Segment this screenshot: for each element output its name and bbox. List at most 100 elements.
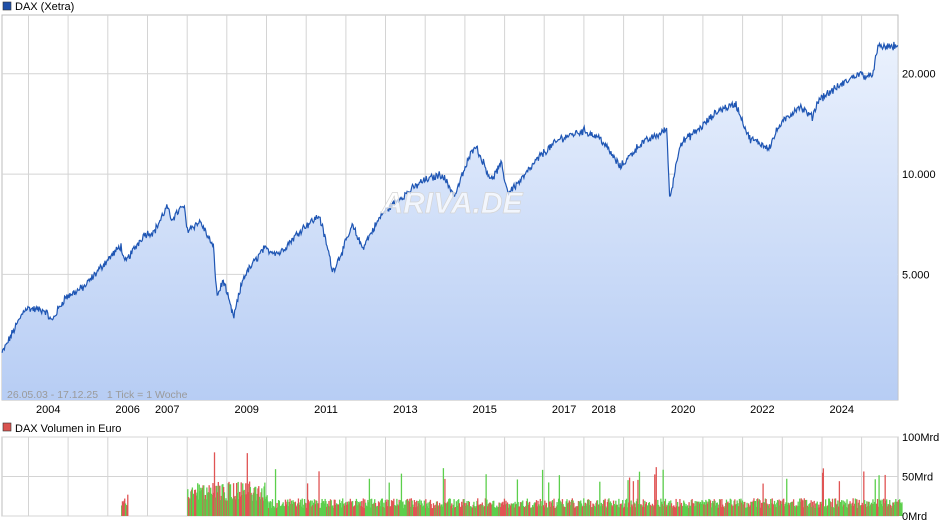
volume-bar [821, 472, 824, 516]
volume-bar [590, 507, 593, 516]
volume-bar [665, 506, 667, 516]
volume-bar [127, 494, 129, 516]
volume-bar [631, 506, 634, 516]
volume-bar [192, 493, 194, 516]
volume-bar [676, 501, 679, 516]
volume-bar [380, 498, 383, 516]
volume-bar [842, 500, 844, 516]
volume-bar [219, 485, 221, 516]
volume-bar [721, 499, 723, 516]
volume-bar [541, 506, 543, 516]
volume-bar [556, 502, 558, 516]
volume-bar [248, 483, 250, 516]
volume-bar [456, 505, 458, 516]
volume-bar [394, 505, 396, 516]
volume-bar [854, 498, 857, 516]
volume-bar [752, 500, 754, 516]
volume-bar [585, 505, 587, 516]
volume-bar [796, 506, 799, 516]
volume-bar [739, 500, 741, 516]
volume-bar [686, 505, 689, 516]
volume-bar [562, 504, 564, 516]
volume-bar [571, 498, 573, 516]
volume-bar [652, 506, 654, 516]
volume-bar [840, 501, 842, 516]
volume-bar [301, 498, 303, 516]
volume-bar [723, 507, 725, 516]
volume-bar [660, 498, 662, 516]
volume-bar [509, 504, 511, 516]
volume-bar [644, 500, 646, 516]
volume-bar [430, 504, 432, 516]
volume-bar [263, 486, 265, 516]
volume-bar [389, 506, 391, 516]
volume-bar [255, 486, 257, 516]
volume-bar [288, 501, 290, 516]
volume-bar [566, 499, 568, 516]
volume-bar [438, 505, 440, 516]
volume-bar [370, 507, 372, 516]
volume-bar [351, 501, 354, 516]
volume-bar [277, 507, 279, 516]
volume-bar [593, 505, 596, 516]
volume-bar [817, 507, 819, 516]
volume-bar [657, 504, 660, 516]
volume-bar [407, 500, 409, 516]
volume-bar [708, 498, 710, 516]
volume-bar [297, 498, 300, 516]
volume-bar [360, 505, 362, 516]
volume-bar [245, 494, 248, 516]
volume-bar [534, 502, 536, 516]
volume-bar [805, 500, 807, 516]
volume-bar [123, 500, 125, 516]
volume-bar [847, 504, 850, 516]
volume-bar [242, 490, 245, 516]
volume-bar [416, 500, 418, 516]
volume-bar [760, 507, 762, 516]
volume-bar [580, 503, 583, 516]
volume-bar [316, 500, 318, 516]
volume-bar [839, 502, 841, 516]
volume-bar [523, 507, 525, 516]
volume-bar [679, 498, 681, 516]
volume-bar [850, 503, 852, 516]
volume-bar [767, 505, 770, 516]
volume-bar [293, 502, 296, 516]
volume-bar [359, 501, 361, 516]
volume-bar [224, 500, 226, 516]
volume-bar [696, 501, 698, 516]
volume-bar [268, 508, 270, 516]
volume-bar [877, 506, 879, 516]
volume-bar [545, 502, 548, 516]
volume-bar [350, 502, 352, 516]
volume-bar [318, 471, 320, 516]
volume-bar [609, 502, 611, 516]
volume-bar [622, 500, 624, 516]
volume-bar [664, 498, 667, 516]
volume-bar [658, 506, 660, 516]
volume-bar [789, 502, 792, 516]
volume-bar [524, 507, 526, 516]
volume-bar [688, 502, 690, 516]
volume-bar [787, 502, 789, 516]
volume-bar [481, 502, 483, 516]
volume-bar [670, 500, 672, 516]
volume-bar [811, 507, 813, 516]
volume-bar [356, 501, 358, 516]
volume-bar [476, 500, 478, 516]
volume-bar [746, 502, 748, 516]
volume-bar [223, 492, 226, 516]
volume-bar [214, 497, 216, 516]
volume-bar [367, 499, 369, 516]
volume-bar [126, 505, 128, 516]
volume-bar [889, 504, 892, 516]
volume-bar [734, 504, 737, 516]
x-tick-label: 2024 [830, 404, 854, 416]
volume-bar [612, 506, 614, 516]
x-tick-label: 2009 [234, 404, 258, 416]
volume-bar [434, 507, 436, 516]
volume-bar [599, 481, 601, 516]
volume-bar [856, 499, 858, 516]
volume-bar [327, 505, 329, 516]
volume-bar [206, 493, 209, 516]
